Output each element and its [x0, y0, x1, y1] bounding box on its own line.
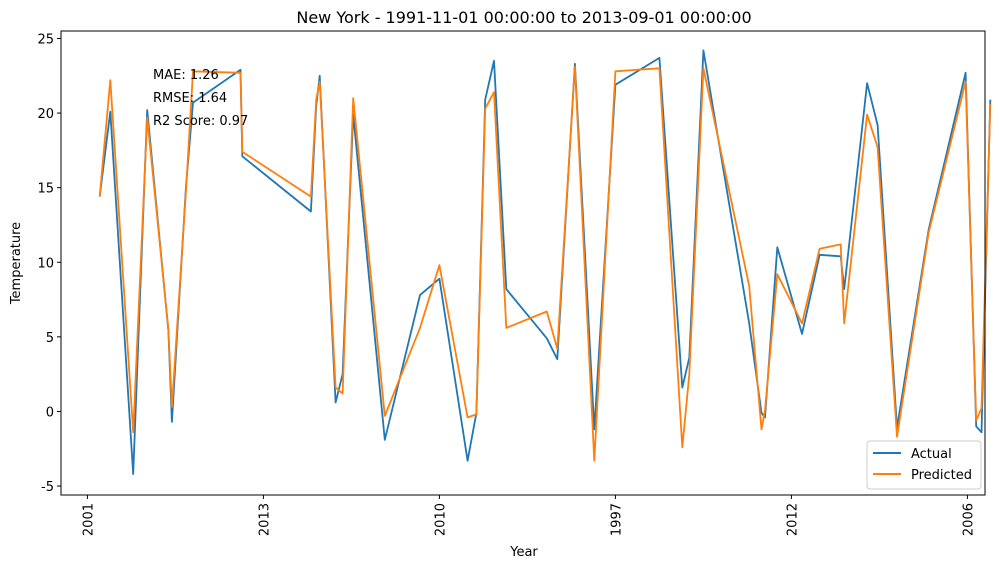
r2-annotation: R2 Score: 0.97: [153, 114, 248, 129]
y-axis-ticks: -5 0 5 10 15 20 25: [37, 32, 61, 495]
y-tick-label: 5: [46, 331, 54, 346]
x-axis-label: Year: [509, 545, 538, 560]
legend-label-actual: Actual: [911, 447, 952, 462]
rmse-annotation: RMSE: 1.64: [153, 91, 227, 106]
chart-title: New York - 1991-11-01 00:00:00 to 2013-0…: [296, 8, 751, 27]
y-tick-label: 0: [46, 405, 54, 420]
x-tick-label: 2001: [81, 503, 96, 536]
series-line-predicted: [98, 65, 992, 462]
x-axis-ticks: 2001 2013 2010 1997 2012 2006: [81, 495, 976, 536]
series-line-actual: [98, 49, 992, 476]
y-tick-label: -5: [41, 480, 54, 495]
mae-annotation: MAE: 1.26: [153, 68, 219, 83]
y-tick-label: 25: [37, 32, 54, 47]
legend: Actual Predicted: [866, 440, 982, 490]
y-axis-label: Temperature: [9, 222, 24, 305]
y-tick-label: 15: [37, 182, 54, 197]
metrics-annotations: MAE: 1.26 RMSE: 1.64 R2 Score: 0.97: [153, 68, 248, 129]
plot-area: [61, 31, 985, 495]
series-lines: [98, 49, 992, 476]
legend-label-predicted: Predicted: [911, 468, 972, 483]
x-tick-label: 2013: [257, 503, 272, 536]
y-tick-label: 10: [37, 256, 54, 271]
x-tick-label: 1997: [609, 503, 624, 536]
x-tick-label: 2006: [961, 503, 976, 536]
y-tick-label: 20: [37, 107, 54, 122]
x-tick-label: 2010: [433, 503, 448, 536]
plot-frame: [60, 30, 986, 496]
x-tick-label: 2012: [785, 503, 800, 536]
